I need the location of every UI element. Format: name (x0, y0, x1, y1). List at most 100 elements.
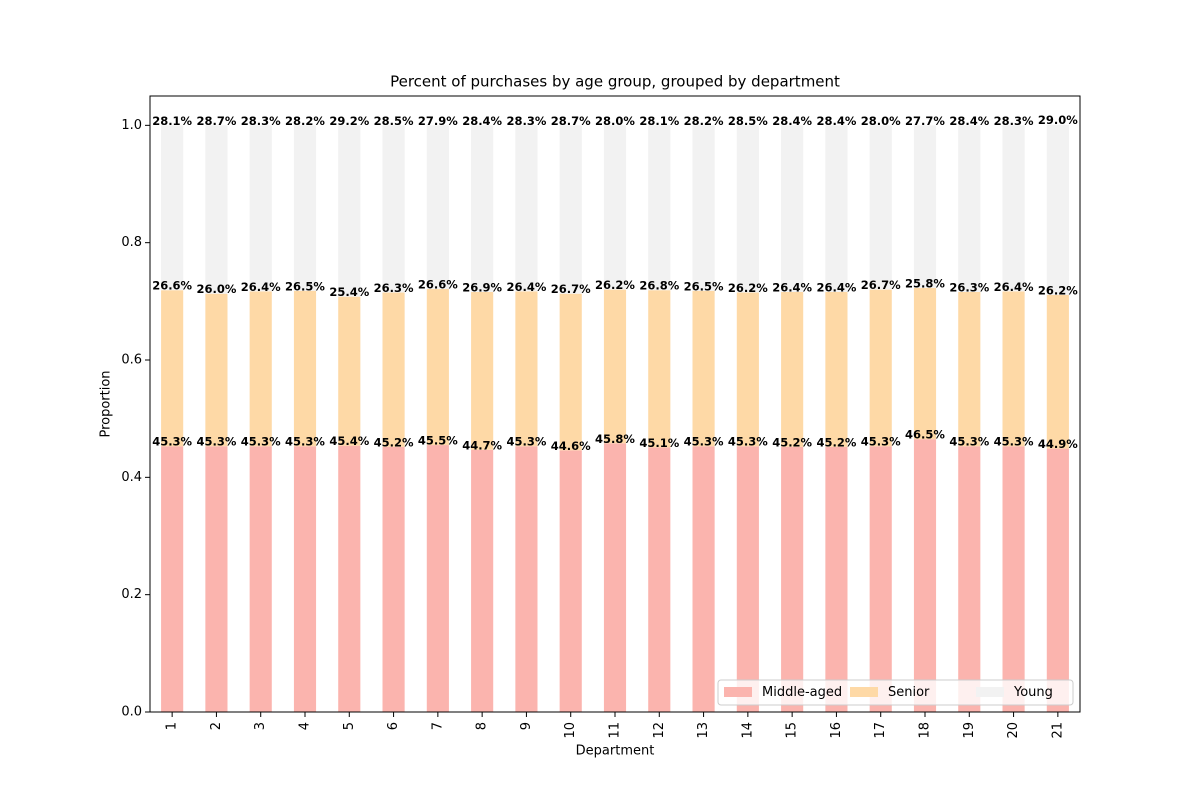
value-label: 28.3% (994, 114, 1034, 128)
value-label: 26.2% (595, 278, 635, 292)
x-tick-label: 7 (430, 722, 445, 730)
value-label: 28.3% (506, 114, 546, 128)
value-label: 45.1% (639, 436, 679, 450)
value-label: 45.3% (728, 435, 768, 449)
legend-box (717, 679, 1074, 706)
value-label: 28.1% (152, 114, 192, 128)
value-label: 27.9% (418, 114, 458, 128)
bar-segment (603, 289, 627, 444)
bar-segment (648, 125, 671, 291)
value-label: 26.4% (241, 280, 281, 294)
bar-segment (1046, 294, 1069, 449)
bar-segment (603, 443, 627, 712)
value-label: 26.0% (196, 282, 236, 296)
plot-frame (149, 95, 1081, 713)
x-tick-label: 6 (386, 722, 401, 730)
value-label: 28.1% (639, 114, 679, 128)
value-label: 28.7% (196, 114, 236, 128)
bar-segment (515, 291, 538, 447)
value-label: 28.2% (285, 114, 325, 128)
bar-segment (781, 125, 804, 292)
bar-segment (1002, 446, 1025, 712)
value-label: 45.3% (241, 435, 281, 449)
bar-segment (161, 446, 184, 712)
x-tick-label: 20 (1006, 722, 1021, 739)
legend-label: Senior (888, 685, 930, 700)
value-label: 45.3% (949, 435, 989, 449)
bar-segment (869, 289, 892, 447)
bar-segment (958, 125, 981, 292)
bar-segment (249, 125, 272, 292)
bar-segment (382, 292, 405, 447)
bar-segment (825, 291, 848, 447)
value-label: 45.3% (861, 435, 901, 449)
legend-swatch (976, 687, 1004, 697)
x-tick-label: 1 (165, 722, 180, 730)
bar-segment (913, 287, 937, 440)
value-label: 28.5% (374, 114, 414, 128)
bar-segment (559, 125, 582, 294)
y-tick-label: 0.8 (121, 235, 142, 250)
x-tick-label: 11 (608, 722, 623, 739)
value-label: 44.7% (462, 438, 502, 452)
bar-segment (559, 293, 582, 451)
value-label: 46.5% (905, 428, 945, 442)
x-tick-label: 3 (253, 722, 268, 730)
value-label: 26.9% (462, 280, 502, 294)
value-label: 26.2% (728, 281, 768, 295)
bar-segment (736, 292, 759, 447)
bar-segment (1002, 291, 1025, 447)
bar-segment (471, 125, 494, 292)
value-label: 28.4% (949, 114, 989, 128)
legend-label: Young (1013, 685, 1053, 700)
bar-segment (515, 446, 538, 712)
bar-segment (382, 125, 405, 293)
bar-segment (1046, 448, 1069, 712)
bar-segment (161, 125, 184, 291)
x-tick-label: 14 (740, 722, 755, 739)
bar-segment (205, 293, 228, 447)
value-label: 25.8% (905, 276, 945, 290)
bar-segment (736, 125, 759, 293)
value-label: 26.7% (551, 282, 591, 296)
value-label: 28.2% (684, 114, 724, 128)
value-label: 45.5% (418, 434, 458, 448)
legend-swatch (724, 687, 752, 697)
y-tick-label: 0.0 (121, 705, 142, 720)
x-tick-label: 21 (1050, 722, 1065, 739)
value-label: 45.3% (285, 435, 325, 449)
x-tick-label: 10 (563, 722, 578, 739)
bar-segment (1002, 125, 1025, 292)
value-label: 27.7% (905, 114, 945, 128)
bar-segment (293, 125, 317, 291)
bar-segment (161, 290, 184, 447)
value-label: 28.4% (772, 114, 812, 128)
bar-segment (603, 125, 627, 290)
bar-segment (249, 446, 272, 712)
value-label: 26.7% (861, 278, 901, 292)
value-label: 29.0% (1038, 113, 1078, 127)
bar-segment (338, 125, 361, 297)
bar-segment (338, 445, 361, 712)
bar-segment (648, 447, 671, 712)
y-tick-label: 1.0 (121, 118, 142, 133)
x-tick-label: 8 (475, 722, 490, 730)
x-tick-label: 12 (652, 722, 667, 739)
x-tick-label: 18 (918, 722, 933, 739)
bar-segment (648, 290, 671, 448)
x-tick-label: 17 (873, 722, 888, 739)
bar-segment (559, 450, 582, 712)
bar-segment (205, 446, 228, 712)
value-label: 44.6% (551, 439, 591, 453)
bar-segment (781, 291, 804, 447)
bar-segment (913, 439, 937, 712)
legend-swatch (850, 687, 878, 697)
value-label: 44.9% (1038, 437, 1078, 451)
value-label: 28.4% (816, 114, 856, 128)
value-label: 26.2% (1038, 283, 1078, 297)
value-label: 25.4% (329, 285, 369, 299)
y-axis-label: Proportion (99, 370, 114, 437)
x-tick-label: 13 (696, 722, 711, 739)
